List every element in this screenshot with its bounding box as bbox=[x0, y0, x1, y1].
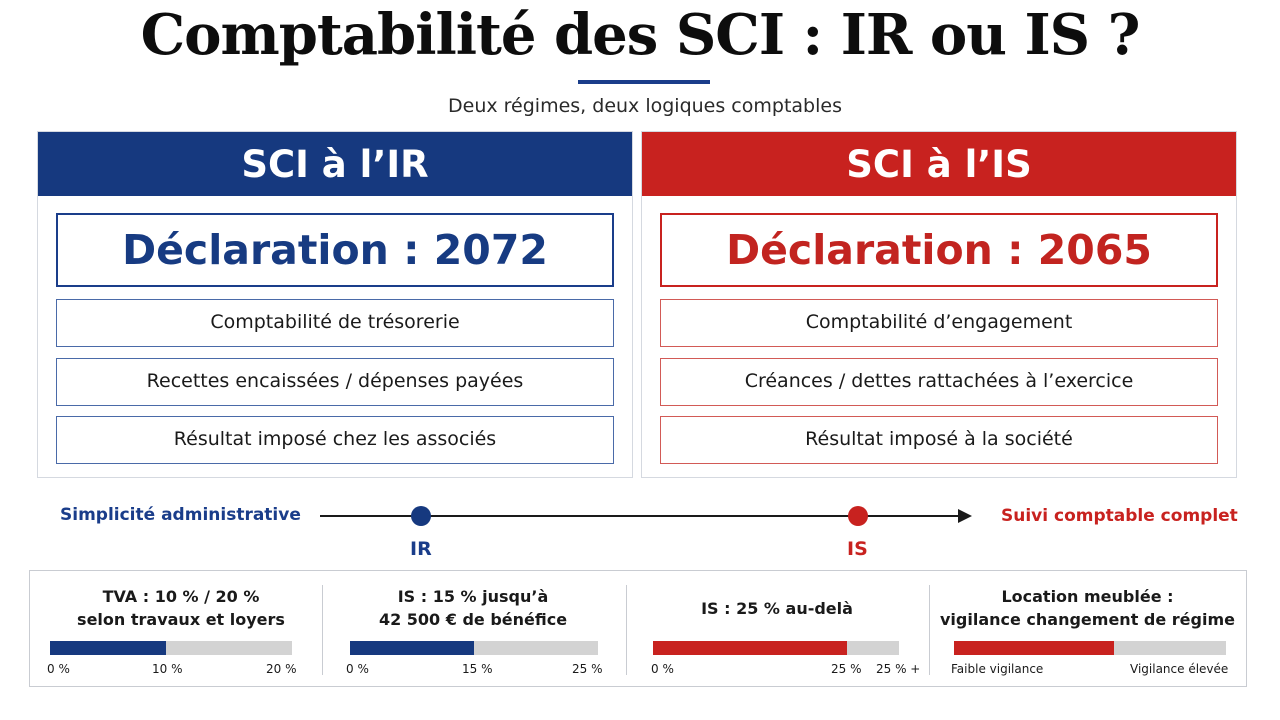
indicator-bar-fill bbox=[653, 641, 848, 655]
sci-ir-header: SCI à l’IR bbox=[38, 132, 632, 196]
sci-ir-row: Résultat imposé chez les associés bbox=[56, 416, 614, 464]
scale-arrow-icon bbox=[958, 509, 972, 523]
indicator-title-line: vigilance changement de régime bbox=[939, 610, 1235, 629]
sci-is-row: Résultat imposé à la société bbox=[660, 416, 1218, 464]
indicator-tick: 15 % bbox=[462, 662, 493, 676]
sci-ir-row: Recettes encaissées / dépenses payées bbox=[56, 358, 614, 406]
indicator-title: IS : 15 % jusqu’à 42 500 € de bénéfice bbox=[322, 585, 624, 631]
indicator-tick: 20 % bbox=[266, 662, 297, 676]
page-subtitle: Deux régimes, deux logiques comptables bbox=[448, 95, 842, 117]
indicator-title-line: 42 500 € de bénéfice bbox=[378, 610, 568, 629]
indicator-location-meublee: Location meublée : vigilance changement … bbox=[929, 571, 1246, 686]
is-marker-label: IS bbox=[847, 538, 868, 560]
indicator-tva: TVA : 10 % / 20 % selon travaux et loyer… bbox=[30, 571, 332, 686]
indicator-title-line: selon travaux et loyers bbox=[77, 610, 285, 629]
scale-left-label: Simplicité administrative bbox=[60, 505, 301, 525]
indicator-title-line: IS : 15 % jusqu’à bbox=[397, 587, 549, 606]
sci-ir-column: SCI à l’IR Déclaration : 2072 Comptabili… bbox=[37, 131, 633, 478]
sci-is-header: SCI à l’IS bbox=[642, 132, 1236, 196]
indicator-title: IS : 25 % au-delà bbox=[626, 597, 928, 620]
indicator-title-line: IS : 25 % au-delà bbox=[701, 599, 853, 618]
sci-is-row: Comptabilité d’engagement bbox=[660, 299, 1218, 347]
indicator-bar-track bbox=[50, 641, 292, 655]
indicator-title-line: Location meublée : bbox=[1001, 587, 1174, 606]
panel-divider bbox=[929, 585, 930, 675]
sci-ir-declaration: Déclaration : 2072 bbox=[56, 213, 614, 287]
indicator-is-15: IS : 15 % jusqu’à 42 500 € de bénéfice 0… bbox=[322, 571, 624, 686]
indicator-title: Location meublée : vigilance changement … bbox=[929, 585, 1246, 631]
ir-marker-label: IR bbox=[410, 538, 432, 560]
is-marker-dot bbox=[848, 506, 868, 526]
indicator-tick: 25 % bbox=[572, 662, 603, 676]
page-title: Comptabilité des SCI : IR ou IS ? bbox=[140, 2, 1141, 68]
indicators-panel: TVA : 10 % / 20 % selon travaux et loyer… bbox=[29, 570, 1247, 687]
panel-divider bbox=[322, 585, 323, 675]
indicator-bar-track bbox=[350, 641, 598, 655]
indicator-tick: 0 % bbox=[346, 662, 369, 676]
indicator-bar-fill bbox=[350, 641, 474, 655]
sci-is-row: Créances / dettes rattachées à l’exercic… bbox=[660, 358, 1218, 406]
indicator-tick: 10 % bbox=[152, 662, 183, 676]
indicator-title-line: TVA : 10 % / 20 % bbox=[102, 587, 260, 606]
title-underline bbox=[578, 80, 710, 84]
sci-is-column: SCI à l’IS Déclaration : 2065 Comptabili… bbox=[641, 131, 1237, 478]
indicator-tick: 25 % bbox=[831, 662, 862, 676]
sci-ir-row: Comptabilité de trésorerie bbox=[56, 299, 614, 347]
scale-right-label: Suivi comptable complet bbox=[1001, 506, 1238, 526]
sci-is-declaration: Déclaration : 2065 bbox=[660, 213, 1218, 287]
panel-divider bbox=[626, 585, 627, 675]
indicator-tick: 0 % bbox=[651, 662, 674, 676]
indicator-tick: Faible vigilance bbox=[951, 662, 1044, 676]
indicator-tick: 0 % bbox=[47, 662, 70, 676]
indicator-tick: 25 % + bbox=[876, 662, 921, 676]
indicator-bar-fill bbox=[954, 641, 1115, 655]
indicator-bar-track bbox=[954, 641, 1226, 655]
indicator-tick: Vigilance élevée bbox=[1130, 662, 1229, 676]
indicator-bar-fill bbox=[50, 641, 167, 655]
indicator-bar-track bbox=[653, 641, 899, 655]
scale-axis-line bbox=[320, 515, 960, 517]
indicator-is-25: IS : 25 % au-delà 0 % 25 % 25 % + bbox=[626, 571, 928, 686]
indicator-title: TVA : 10 % / 20 % selon travaux et loyer… bbox=[30, 585, 332, 631]
ir-marker-dot bbox=[411, 506, 431, 526]
